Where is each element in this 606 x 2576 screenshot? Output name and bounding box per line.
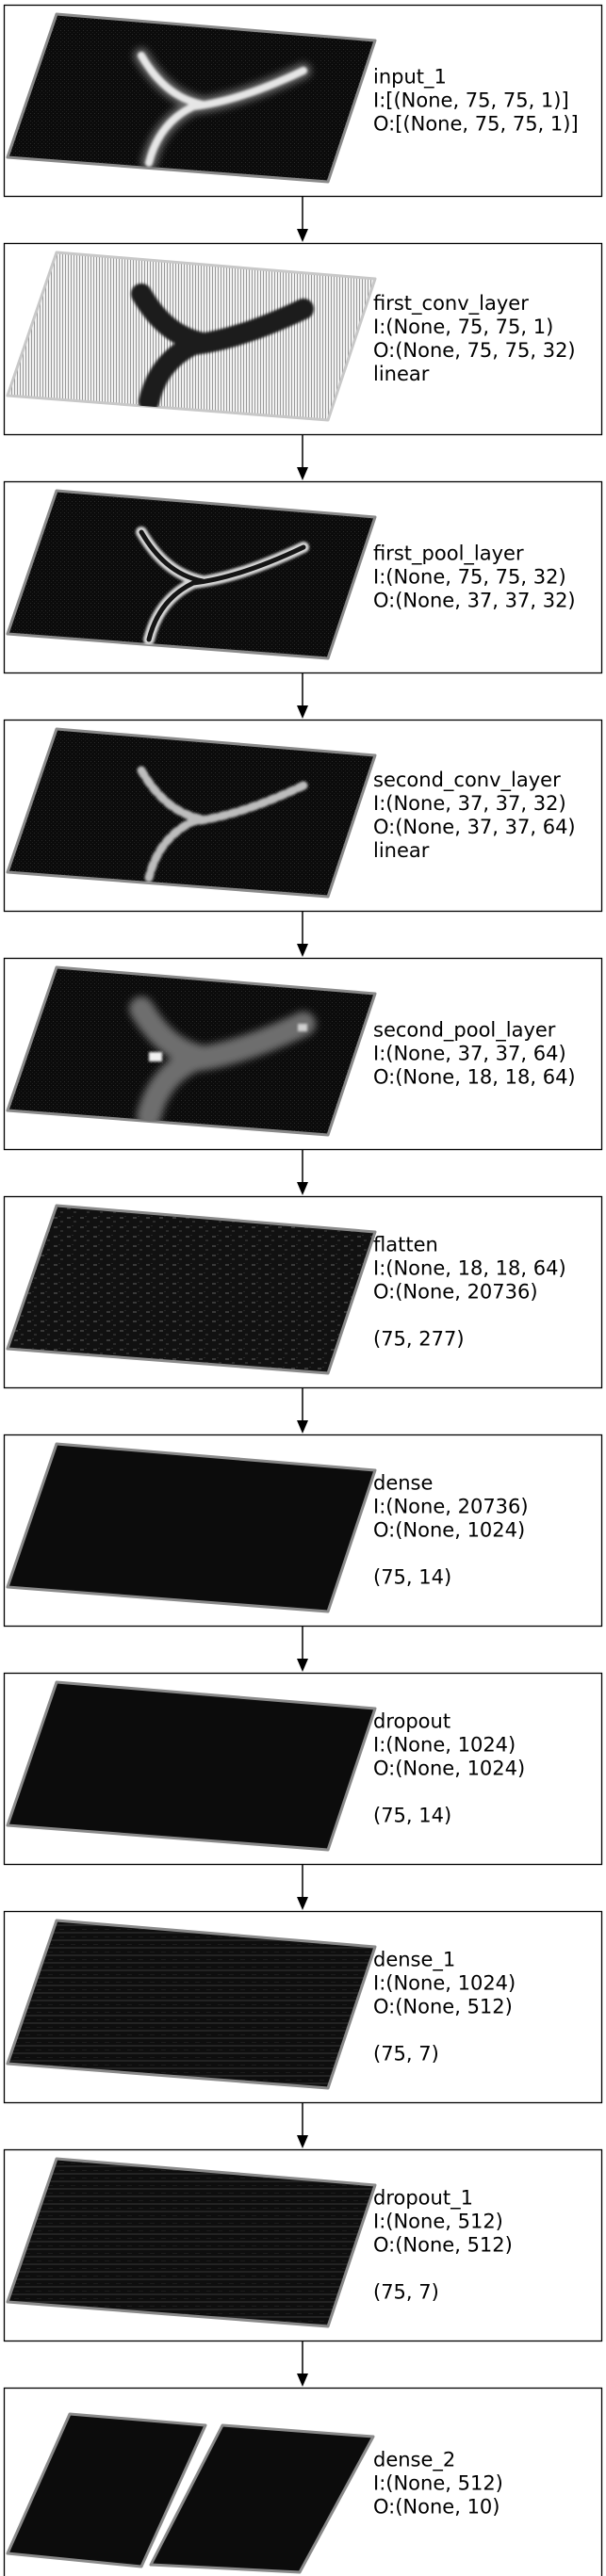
layer-info-line: O:(None, 18, 18, 64): [373, 1066, 576, 1089]
layer-info-line: O:(None, 37, 37, 32): [373, 590, 576, 612]
flow-arrow-head: [297, 229, 308, 242]
feature-tile: [6, 2157, 377, 2328]
layer-info-line: I:(None, 37, 37, 64): [373, 1043, 566, 1065]
layer-info-line: I:(None, 75, 75, 32): [373, 566, 566, 589]
layer-info-line: O:(None, 1024): [373, 1758, 525, 1780]
layer-info-line: I:[(None, 75, 75, 1)]: [373, 89, 569, 112]
layer-name: dropout_1: [373, 2187, 473, 2211]
layer-block: input_1I:[(None, 75, 75, 1)]O:[(None, 75…: [3, 4, 603, 242]
layer-name: second_pool_layer: [373, 1019, 556, 1043]
layer-info-line: O:[(None, 75, 75, 1)]: [373, 113, 579, 136]
flow-arrow-head: [297, 2135, 308, 2148]
layer-info-line: I:(None, 1024): [373, 1972, 516, 1995]
flow-arrow-head: [297, 1659, 308, 1672]
layer-info-line: I:(None, 20736): [373, 1496, 529, 1518]
layer-name: dense_1: [373, 1949, 455, 1972]
layer-info-line: (75, 277): [373, 1328, 465, 1351]
layer-name: input_1: [373, 66, 447, 89]
digit-stroke: [129, 996, 316, 1128]
layer-info-line: O:(None, 10): [373, 2496, 500, 2519]
tile-1: [6, 2412, 207, 2568]
layer-name: dense_2: [373, 2449, 455, 2472]
layer-name: first_conv_layer: [373, 292, 529, 316]
layer-block: dropout_1I:(None, 512)O:(None, 512) (75, …: [3, 2148, 603, 2387]
layer-info-line: O:(None, 37, 37, 64): [373, 816, 576, 838]
layer-info-line: (75, 7): [373, 2043, 439, 2066]
layer-info-line: linear: [373, 363, 430, 385]
feature-tile: [6, 1680, 377, 1852]
digit-stroke: [138, 52, 307, 167]
layer-info-line: O:(None, 512): [373, 2234, 513, 2257]
layer-name: flatten: [373, 1234, 438, 1256]
layer-info-line: O:(None, 512): [373, 1996, 513, 2018]
layer-info-line: (75, 14): [373, 1805, 451, 1827]
layer-name: dense: [373, 1472, 433, 1495]
digit-stroke: [137, 766, 308, 883]
layer-info-line: I:(None, 37, 37, 32): [373, 792, 566, 815]
layer-info-line: I:(None, 75, 75, 1): [373, 316, 553, 338]
digit-stroke: [139, 529, 306, 642]
layer-info-line: (75, 7): [373, 2281, 439, 2304]
layer-info-line: O:(None, 1024): [373, 1519, 525, 1542]
layer-name: second_conv_layer: [373, 769, 561, 792]
layer-info-line: I:(None, 1024): [373, 1734, 516, 1757]
feature-tile: [6, 1204, 377, 1375]
flow-arrow-head: [297, 467, 308, 480]
feature-tile: [6, 1919, 377, 2090]
flow-arrow-head: [297, 944, 308, 957]
layer-name: first_pool_layer: [373, 543, 524, 566]
tile-2: [149, 2423, 375, 2574]
layer-info-line: I:(None, 512): [373, 2211, 503, 2233]
layer-info-line: O:(None, 75, 75, 32): [373, 339, 576, 362]
layer-info-line: linear: [373, 839, 430, 862]
digit-stroke: [131, 284, 314, 412]
flow-arrow-head: [297, 1897, 308, 1910]
flow-arrow-head: [297, 2373, 308, 2387]
layer-info-line: O:(None, 20736): [373, 1281, 538, 1304]
flow-arrow-head: [297, 705, 308, 719]
feature-tile: [6, 1442, 377, 1613]
flow-arrow-head: [297, 1420, 308, 1434]
layer-block: dense_1I:(None, 1024)O:(None, 512) (75, 7…: [3, 1910, 603, 2148]
layer-info-line: I:(None, 18, 18, 64): [373, 1257, 566, 1280]
layer-info-line: I:(None, 512): [373, 2472, 503, 2495]
layer-block: dense_2I:(None, 512)O:(None, 10): [3, 2387, 603, 2576]
layer-name: dropout: [373, 1710, 450, 1733]
layer-info-line: (75, 14): [373, 1566, 451, 1589]
flow-arrow-head: [297, 1182, 308, 1195]
